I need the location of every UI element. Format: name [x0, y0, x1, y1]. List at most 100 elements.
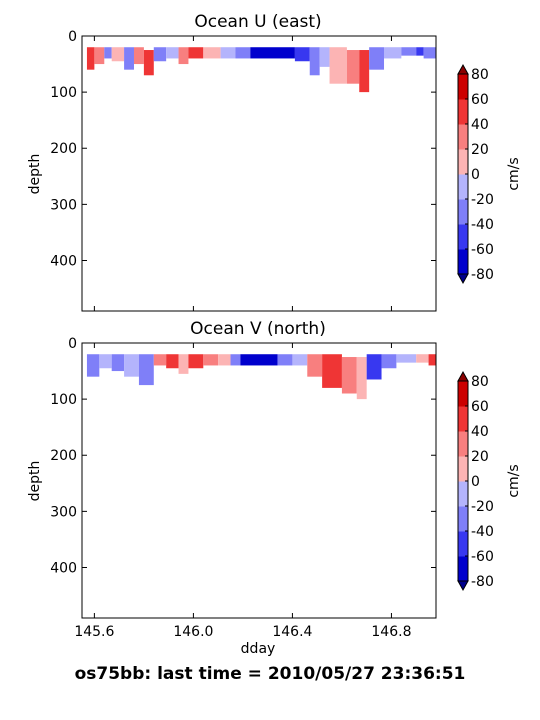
x-axis-label: dday: [241, 641, 276, 657]
colorbar-band: [458, 406, 468, 432]
heatmap-cell: [309, 47, 320, 76]
heatmap-cell: [124, 354, 139, 377]
heatmap-cell: [203, 354, 219, 366]
heatmap-cells: [86, 47, 436, 93]
colorbar-band: [458, 74, 468, 100]
x-tick-label: 146.0: [173, 624, 213, 640]
heatmap-cell: [138, 354, 154, 386]
y-tick-label: 300: [50, 197, 77, 213]
colorbar-tick-label: 80: [471, 67, 489, 83]
heatmap-cell: [240, 354, 278, 366]
heatmap-cell: [104, 47, 112, 59]
heatmap-cell: [133, 47, 144, 65]
colorbar-band: [458, 556, 468, 582]
colorbar-label-u: cm/s: [506, 157, 522, 190]
heatmap-cell: [294, 47, 310, 62]
heatmap-cell: [203, 47, 221, 59]
colorbar-band: [458, 249, 468, 275]
x-tick-label: 146.4: [272, 624, 312, 640]
colorbar-band: [458, 481, 468, 507]
heatmap-cell: [396, 354, 417, 363]
y-tick-label: 400: [50, 560, 77, 576]
colorbar-tick-label: 60: [471, 92, 489, 108]
heatmap-cell: [166, 354, 179, 369]
colorbar-tick-label: 40: [471, 424, 489, 440]
heatmap-cells: [86, 354, 436, 400]
colorbar-tick-label: 20: [471, 449, 489, 465]
axes-frame: [81, 35, 437, 312]
heatmap-cell: [86, 47, 95, 70]
heatmap-cell: [384, 47, 402, 59]
heatmap-cell: [178, 47, 189, 65]
heatmap-cell: [178, 354, 189, 374]
colorbar-tick-label: -80: [471, 267, 494, 283]
heatmap-cell: [166, 47, 179, 59]
colorbar-band: [458, 381, 468, 407]
heatmap-cell: [292, 354, 308, 366]
colorbar-band: [458, 506, 468, 532]
colorbar: 80 60 40 20 0 -20 -40 -60 -80: [457, 63, 494, 285]
colorbar-band: [458, 99, 468, 125]
heatmap-cell: [153, 47, 167, 62]
colorbar-band: [458, 149, 468, 175]
panel-ocean-u: Ocean U (east) depth cm/s 0 100 200 300 400 8…: [27, 12, 522, 312]
heatmap-cell: [218, 354, 231, 366]
heatmap-cell: [124, 47, 134, 70]
colorbar-band: [458, 431, 468, 457]
heatmap-cell: [188, 354, 204, 369]
colorbar-band: [458, 531, 468, 557]
colorbar-label-v: cm/s: [506, 464, 522, 497]
y-tick-label: 100: [50, 85, 77, 101]
y-tick-label: 200: [50, 141, 77, 157]
x-tick-label: 146.8: [371, 624, 411, 640]
heatmap-cell: [416, 354, 429, 363]
colorbar-tick-label: -40: [471, 524, 494, 540]
heatmap-cell: [94, 47, 105, 65]
y-tick-label: 400: [50, 253, 77, 269]
colorbar-tick-label: -20: [471, 192, 494, 208]
heatmap-cell: [307, 354, 323, 377]
x-tick-label: 145.6: [74, 624, 114, 640]
colorbar-tick-label: 0: [471, 474, 480, 490]
colorbar-tick-label: 80: [471, 374, 489, 390]
heatmap-cell: [366, 354, 382, 380]
heatmap-cell: [319, 47, 330, 67]
y-tick-label: 300: [50, 504, 77, 520]
heatmap-cell: [153, 354, 167, 366]
heatmap-cell: [381, 354, 397, 369]
chart-title-u: Ocean U (east): [194, 12, 321, 32]
heatmap-cell: [428, 354, 436, 366]
heatmap-cell: [250, 47, 295, 59]
colorbar-band: [458, 174, 468, 200]
colorbar-tick-label: 40: [471, 117, 489, 133]
colorbar-tick-label: 0: [471, 167, 480, 183]
y-axis-label-v: depth: [27, 461, 43, 502]
colorbar-tick-label: -80: [471, 574, 494, 590]
heatmap-cell: [111, 47, 125, 62]
colorbar-extend-bottom: [457, 273, 469, 285]
colorbar-tick-label: 60: [471, 399, 489, 415]
colorbar-tick-label: -20: [471, 499, 494, 515]
heatmap-cell: [143, 50, 154, 76]
colorbar-extend-top: [457, 370, 469, 382]
heatmap-cell: [86, 354, 100, 377]
y-axis-label-u: depth: [27, 154, 43, 195]
colorbar-band: [458, 456, 468, 482]
heatmap-cell: [416, 47, 424, 56]
heatmap-cell: [235, 47, 251, 59]
heatmap-cell: [423, 47, 436, 59]
chart-title-v: Ocean V (north): [190, 319, 326, 339]
heatmap-cell: [341, 357, 357, 394]
colorbar-tick-label: 20: [471, 142, 489, 158]
heatmap-cell: [188, 47, 204, 59]
footer-title: os75bb: last time = 2010/05/27 23:36:51: [74, 664, 466, 684]
colorbar-band: [458, 124, 468, 150]
panel-ocean-v: Ocean V (north) depth cm/s dday 01002003…: [27, 319, 522, 657]
heatmap-cell: [359, 50, 370, 93]
heatmap-cell: [277, 354, 293, 366]
colorbar-tick-label: -60: [471, 242, 494, 258]
heatmap-cell: [356, 357, 367, 400]
heatmap-cell: [220, 47, 236, 59]
axes-frame: [81, 342, 437, 619]
